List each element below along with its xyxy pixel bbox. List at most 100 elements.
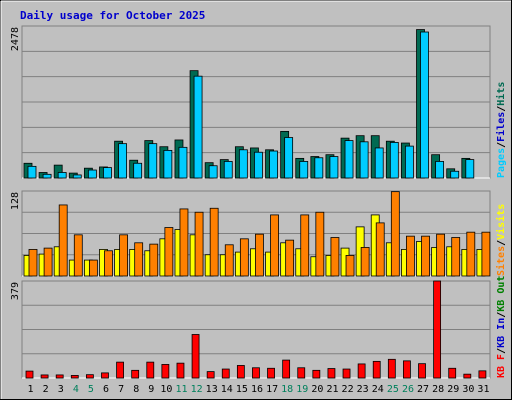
panel-1-ymax-label: 2478: [10, 27, 21, 51]
sites-bar-26: [406, 235, 415, 277]
day-label-26: 26: [402, 384, 414, 395]
kbf-bar-6: [101, 372, 109, 379]
hits-bar-1: [27, 165, 37, 179]
panel-2-ymax-label: 128: [10, 192, 21, 210]
hits-bar-28: [435, 161, 445, 179]
kbf-bar-9: [146, 361, 155, 379]
day-label-4: 4: [73, 384, 79, 395]
sites-bar-17: [270, 214, 279, 277]
hits-bar-14: [223, 161, 233, 179]
panel-3-legend: KB F/KB In/KB Out: [496, 276, 507, 378]
kbf-bar-5: [85, 374, 94, 379]
legend-hits: Hits: [495, 82, 507, 106]
kbf-bar-20: [312, 369, 321, 379]
kbf-bar-24: [372, 360, 381, 379]
day-label-24: 24: [372, 384, 384, 395]
sites-bar-18: [285, 239, 295, 277]
sites-bar-24: [375, 222, 385, 277]
day-label-20: 20: [311, 384, 323, 395]
kbf-bar-29: [448, 367, 457, 379]
kbf-bar-26: [403, 360, 411, 379]
legend-kb-f: KB F: [496, 354, 507, 378]
label-layer: 2478128379Pages/Files/HitsSites/VisitsKB…: [10, 27, 507, 395]
kbf-bar-18: [282, 359, 291, 379]
day-label-21: 21: [326, 384, 338, 395]
sites-bar-27: [421, 235, 430, 277]
day-label-1: 1: [28, 384, 34, 395]
sites-bar-6: [104, 250, 113, 277]
hits-bar-6: [103, 167, 112, 179]
sites-bar-13: [209, 207, 219, 277]
sites-bar-30: [466, 231, 476, 277]
sites-bar-28: [436, 233, 446, 277]
hits-bar-9: [148, 143, 158, 179]
legend-pages: Pages: [496, 148, 507, 178]
hits-bar-7: [118, 143, 127, 179]
kbf-bar-10: [161, 364, 170, 379]
sites-bar-19: [300, 214, 310, 277]
sites-bar-10: [164, 227, 174, 277]
kbf-bar-31: [478, 370, 487, 379]
day-label-12: 12: [191, 384, 203, 395]
day-label-8: 8: [133, 384, 139, 395]
sites-bar-9: [149, 243, 159, 277]
panel-2-legend: Sites/Visits: [495, 204, 507, 276]
hits-bar-17: [269, 150, 278, 179]
day-label-9: 9: [148, 384, 154, 395]
sites-bar-14: [224, 244, 234, 277]
hits-bar-30: [465, 159, 475, 179]
legend-kb-in: KB In: [496, 318, 507, 348]
hits-bar-5: [87, 169, 97, 179]
hits-bar-18: [284, 137, 294, 179]
kbf-bar-2: [40, 374, 49, 379]
hits-bar-25: [389, 142, 399, 179]
legend-separator: /: [496, 348, 507, 354]
day-label-6: 6: [103, 384, 109, 395]
sites-bar-29: [451, 237, 461, 277]
panel-3-ymax-label: 379: [10, 282, 21, 300]
plot-layer: [21, 25, 491, 379]
day-label-5: 5: [88, 384, 94, 395]
sites-bar-22: [345, 255, 355, 277]
sites-bar-5: [88, 259, 98, 277]
hits-bar-26: [405, 145, 414, 179]
legend-separator: /: [496, 240, 507, 246]
day-label-10: 10: [160, 384, 172, 395]
kbf-bar-8: [131, 369, 140, 379]
sites-bar-4: [73, 234, 83, 277]
sites-bar-16: [255, 233, 264, 277]
day-label-16: 16: [251, 384, 263, 395]
legend-files: Files: [495, 112, 507, 142]
legend-kb-out: KB Out: [496, 276, 507, 312]
day-label-27: 27: [417, 384, 429, 395]
kbf-bar-3: [55, 374, 64, 379]
kbf-bar-25: [387, 358, 396, 379]
kbf-bar-23: [357, 363, 366, 379]
day-label-15: 15: [236, 384, 248, 395]
day-label-7: 7: [118, 384, 124, 395]
day-label-22: 22: [342, 384, 354, 395]
hits-bar-12: [193, 75, 203, 179]
sites-bar-25: [390, 191, 400, 277]
legend-separator: /: [496, 142, 507, 148]
day-label-23: 23: [357, 384, 369, 395]
day-label-28: 28: [432, 384, 444, 395]
sites-bar-1: [28, 249, 38, 277]
legend-separator: /: [496, 106, 507, 112]
kbf-bar-13: [206, 371, 215, 379]
kbf-bar-4: [70, 375, 79, 379]
sites-bar-20: [315, 211, 325, 277]
hits-bar-19: [299, 161, 309, 179]
hits-bar-3: [57, 172, 67, 179]
sites-bar-23: [360, 247, 370, 277]
sites-bar-3: [58, 204, 68, 277]
kbf-bar-27: [418, 363, 426, 379]
day-label-17: 17: [266, 384, 278, 395]
hits-bar-22: [344, 140, 354, 179]
day-label-31: 31: [477, 384, 489, 395]
hits-bar-13: [208, 165, 218, 179]
hits-bar-23: [359, 141, 369, 179]
day-label-29: 29: [447, 384, 459, 395]
kbf-bar-11: [176, 362, 185, 379]
